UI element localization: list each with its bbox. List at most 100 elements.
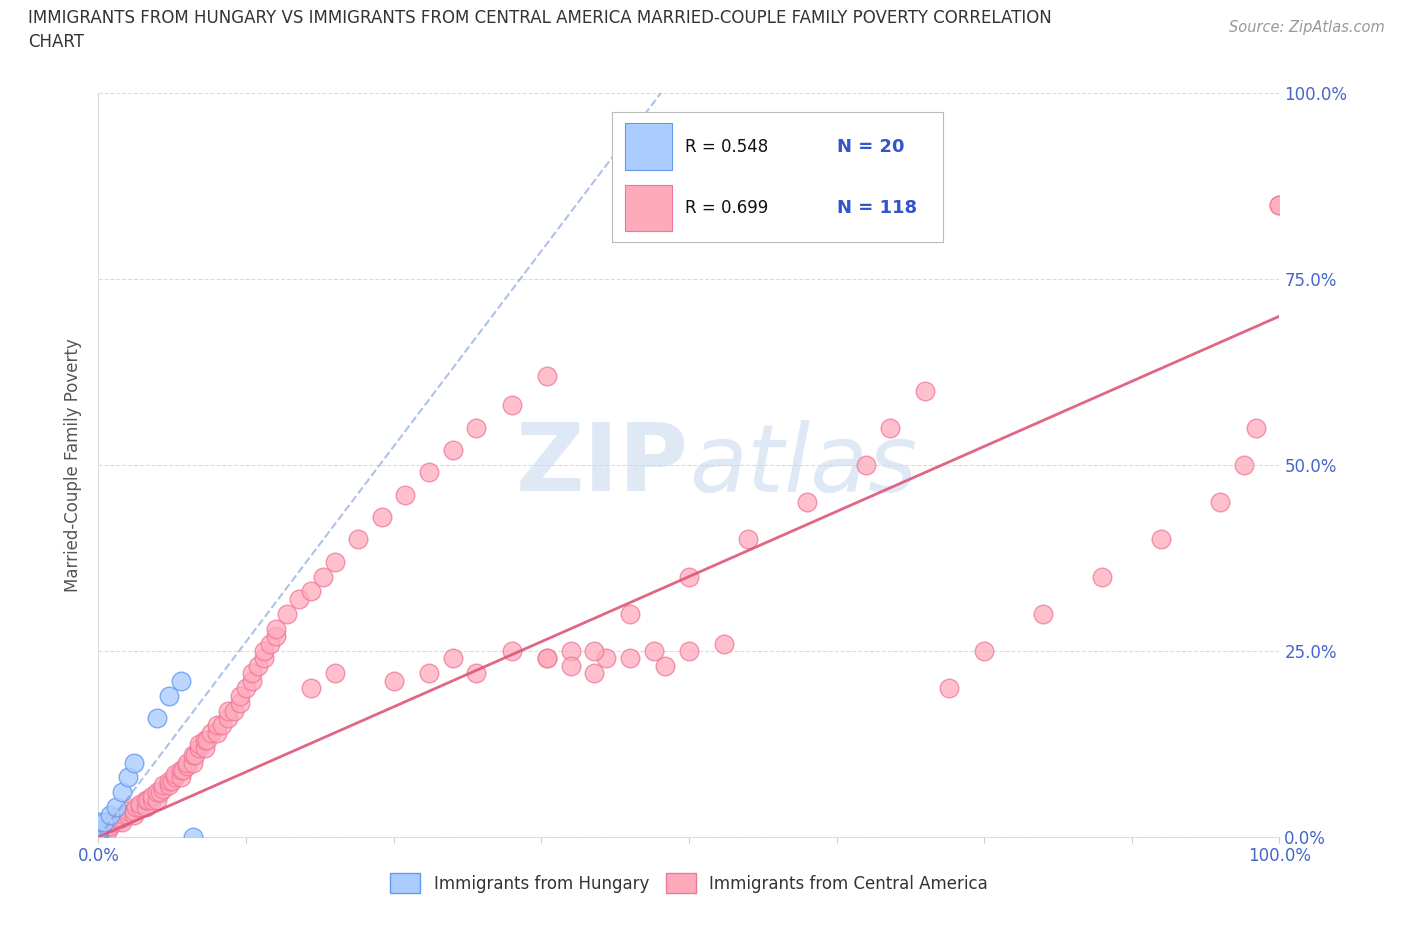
Point: [141, 789, 163, 804]
Point: [128, 796, 150, 811]
Point: [146, 792, 169, 807]
Point: [141, 792, 163, 807]
Point: [97, 822, 120, 837]
Point: [105, 811, 128, 826]
Point: [93, 815, 115, 830]
Point: [235, 681, 257, 696]
Point: [136, 792, 159, 807]
Point: [938, 681, 960, 696]
Point: [194, 740, 217, 755]
Point: [1268, 197, 1291, 212]
Point: [737, 532, 759, 547]
Point: [595, 651, 617, 666]
Point: [288, 591, 311, 606]
Point: [87, 830, 110, 844]
Point: [501, 644, 523, 658]
Point: [170, 763, 193, 777]
Point: [973, 644, 995, 658]
Point: [122, 755, 145, 770]
Point: [1233, 458, 1256, 472]
Point: [276, 606, 298, 621]
Point: [87, 830, 110, 844]
Point: [165, 770, 187, 785]
Point: [157, 774, 180, 789]
Point: [187, 740, 209, 755]
Point: [299, 681, 322, 696]
Point: [224, 703, 246, 718]
Point: [98, 818, 121, 833]
Point: [264, 621, 287, 636]
Point: [205, 725, 228, 740]
Point: [914, 383, 936, 398]
Point: [87, 826, 110, 841]
Point: [181, 748, 204, 763]
Point: [536, 651, 558, 666]
Point: [157, 688, 180, 703]
Point: [441, 651, 464, 666]
Point: [240, 673, 263, 688]
Point: [87, 824, 110, 839]
Point: [654, 658, 676, 673]
Point: [87, 830, 110, 844]
Point: [111, 811, 134, 826]
Point: [1209, 495, 1232, 510]
Point: [157, 777, 180, 792]
Point: [111, 785, 134, 800]
Point: [87, 830, 110, 844]
Point: [170, 770, 193, 785]
Point: [152, 781, 174, 796]
Point: [560, 644, 582, 658]
Point: [347, 532, 370, 547]
Point: [112, 807, 135, 822]
Point: [205, 718, 228, 733]
Point: [117, 770, 139, 785]
Point: [253, 651, 276, 666]
Point: [1091, 569, 1114, 584]
Y-axis label: Married-Couple Family Poverty: Married-Couple Family Poverty: [65, 339, 83, 591]
Point: [465, 666, 488, 681]
Point: [87, 830, 110, 844]
Point: [146, 711, 169, 725]
Point: [619, 651, 641, 666]
Point: [176, 755, 198, 770]
Point: [87, 822, 110, 837]
Point: [160, 774, 183, 789]
Point: [643, 644, 665, 658]
Point: [879, 420, 901, 435]
Text: Source: ZipAtlas.com: Source: ZipAtlas.com: [1229, 20, 1385, 35]
Point: [583, 666, 606, 681]
Point: [217, 703, 239, 718]
Point: [1150, 532, 1173, 547]
Point: [194, 733, 217, 748]
Point: [105, 800, 128, 815]
Point: [796, 495, 818, 510]
Point: [105, 815, 128, 830]
Point: [135, 800, 157, 815]
Point: [418, 666, 440, 681]
Point: [299, 584, 322, 599]
Point: [1268, 197, 1291, 212]
Point: [87, 822, 110, 837]
Point: [1032, 606, 1054, 621]
Point: [101, 815, 124, 830]
Point: [87, 830, 110, 844]
Point: [181, 830, 204, 844]
Point: [382, 673, 405, 688]
Point: [172, 763, 194, 777]
Point: [195, 733, 218, 748]
Point: [229, 688, 252, 703]
Point: [217, 711, 239, 725]
Point: [583, 644, 606, 658]
Point: [211, 718, 233, 733]
Point: [1244, 420, 1267, 435]
Point: [536, 651, 558, 666]
Point: [187, 737, 209, 751]
Point: [560, 658, 582, 673]
Text: atlas: atlas: [689, 419, 917, 511]
Point: [111, 815, 134, 830]
Point: [536, 368, 558, 383]
Point: [117, 804, 139, 818]
Point: [165, 766, 187, 781]
Point: [176, 759, 198, 774]
Point: [146, 785, 169, 800]
